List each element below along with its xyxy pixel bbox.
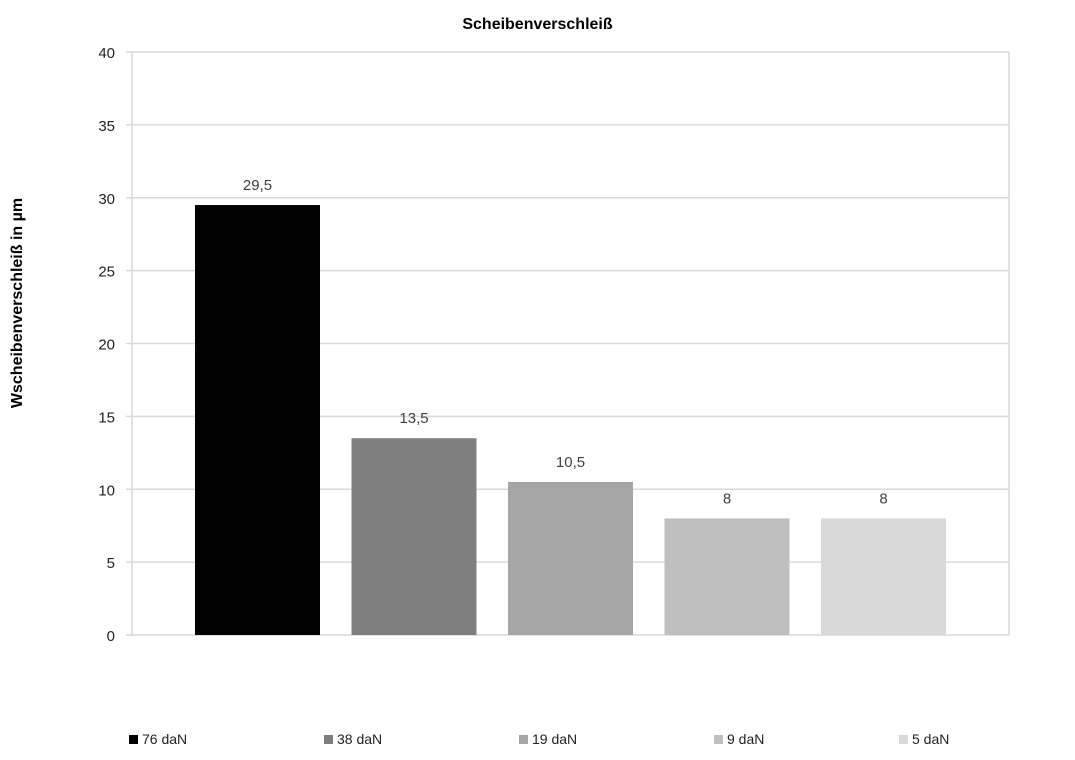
y-tick-label: 5 — [107, 555, 115, 572]
data-label: 13,5 — [399, 410, 428, 427]
data-label: 8 — [723, 490, 731, 507]
legend-label: 38 daN — [337, 731, 383, 747]
legend-label: 9 daN — [727, 731, 765, 747]
bar-38-daN — [351, 438, 477, 635]
legend-swatch — [714, 734, 723, 744]
legend-label: 5 daN — [912, 731, 950, 747]
legend-swatch — [129, 734, 138, 744]
y-tick-label: 30 — [98, 191, 115, 208]
y-tick-label: 35 — [98, 118, 115, 135]
legend-item: 19 daN — [519, 731, 577, 747]
legend-label: 19 daN — [532, 731, 578, 747]
y-tick-label: 20 — [98, 337, 115, 354]
bar-9-daN — [664, 518, 790, 635]
y-tick-label: 25 — [98, 264, 115, 281]
legend-swatch — [324, 734, 333, 744]
data-label: 8 — [879, 490, 887, 507]
legend-item: 5 daN — [899, 731, 949, 747]
data-label: 10,5 — [556, 454, 585, 471]
y-tick-label: 0 — [107, 628, 115, 645]
chart-title: Scheibenverschleiß — [462, 16, 613, 33]
y-tick-label: 40 — [98, 45, 115, 62]
bar-76-daN — [195, 205, 320, 635]
y-tick-label: 10 — [98, 482, 115, 499]
legend-label: 76 daN — [142, 731, 188, 747]
bar-5-daN — [821, 518, 946, 635]
data-label: 29,5 — [243, 177, 272, 194]
legend-item: 9 daN — [714, 731, 764, 747]
legend-item: 38 daN — [324, 731, 382, 747]
legend-swatch — [899, 734, 908, 744]
legend-item: 76 daN — [129, 731, 187, 747]
bar-19-daN — [508, 481, 633, 635]
y-tick-label: 15 — [98, 409, 115, 426]
legend-swatch — [519, 734, 528, 744]
